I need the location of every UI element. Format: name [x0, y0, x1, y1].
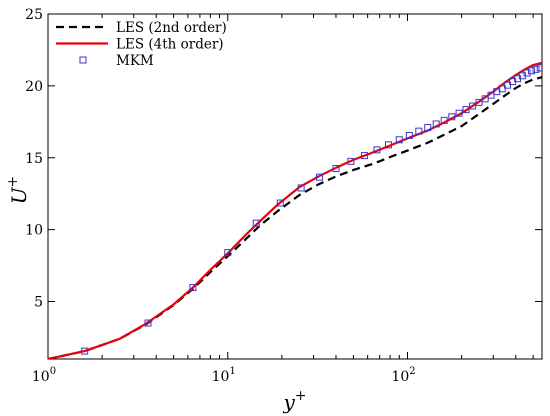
y-tick-label: 20	[25, 79, 43, 95]
mkm-marker	[487, 91, 495, 99]
mkm-marker	[462, 106, 470, 114]
x-tick-exponent: 1	[229, 366, 235, 377]
x-tick-label: 101	[212, 366, 236, 385]
x-tick-exponent: 0	[50, 366, 56, 377]
legend-label: LES (4th order)	[116, 37, 224, 53]
mkm-marker	[81, 347, 89, 355]
x-tick-exponent: 2	[409, 366, 415, 377]
mkm-marker	[224, 249, 232, 257]
mkm-marker	[316, 173, 324, 181]
y-tick-label: 15	[25, 151, 43, 167]
mkm-marker	[448, 113, 456, 121]
mkm-marker	[498, 85, 506, 93]
mkm-marker	[297, 184, 305, 192]
mkm-marker	[347, 157, 355, 165]
x-tick-base: 10	[391, 369, 409, 385]
mkm-marker	[189, 284, 197, 292]
legend-label: LES (2nd order)	[116, 20, 227, 36]
series-layer	[48, 61, 542, 359]
y-tick-label: 5	[34, 295, 43, 311]
y-tick-label: 10	[25, 223, 43, 239]
mkm-marker	[395, 136, 403, 144]
mkm-marker	[424, 124, 432, 132]
y-axis-label: U+	[5, 176, 31, 205]
mkm-marker	[252, 219, 260, 227]
x-tick-label: 100	[32, 366, 56, 385]
mkm-marker	[532, 65, 540, 73]
y-tick-label: 25	[25, 7, 43, 23]
x-tick-label: 102	[391, 366, 415, 385]
mkm-marker	[481, 95, 489, 103]
mkm-marker	[144, 319, 152, 327]
legend-marker	[79, 56, 87, 64]
mkm-marker	[385, 141, 393, 149]
y-axis-label-sup: +	[5, 176, 21, 188]
x-axis-label-sup: +	[295, 388, 307, 404]
mkm-marker	[469, 102, 477, 110]
mkm-marker	[360, 152, 368, 160]
legend: LES (2nd order)LES (4th order)MKM	[56, 20, 227, 69]
x-tick-base: 10	[32, 369, 50, 385]
mkm-marker	[504, 81, 512, 89]
x-axis-label: y+	[282, 388, 306, 414]
series-line-1	[48, 76, 542, 359]
legend-label: MKM	[116, 53, 154, 69]
mkm-marker	[405, 131, 413, 139]
mkm-marker	[432, 120, 440, 128]
mkm-marker	[332, 165, 340, 173]
axis-labels: y+U+	[5, 176, 307, 414]
mkm-marker	[455, 109, 463, 117]
mkm-marker	[415, 127, 423, 135]
x-tick-base: 10	[212, 369, 230, 385]
mkm-marker	[523, 69, 531, 77]
x-axis-label-main: y	[282, 390, 295, 414]
mkm-marker	[276, 199, 284, 207]
mkm-marker	[373, 146, 381, 154]
mkm-marker	[475, 98, 483, 106]
mkm-marker	[536, 64, 542, 72]
mkm-marker	[528, 67, 536, 75]
mkm-marker	[440, 116, 448, 124]
plot-area	[47, 13, 543, 360]
y-axis-label-main: U	[7, 186, 31, 204]
